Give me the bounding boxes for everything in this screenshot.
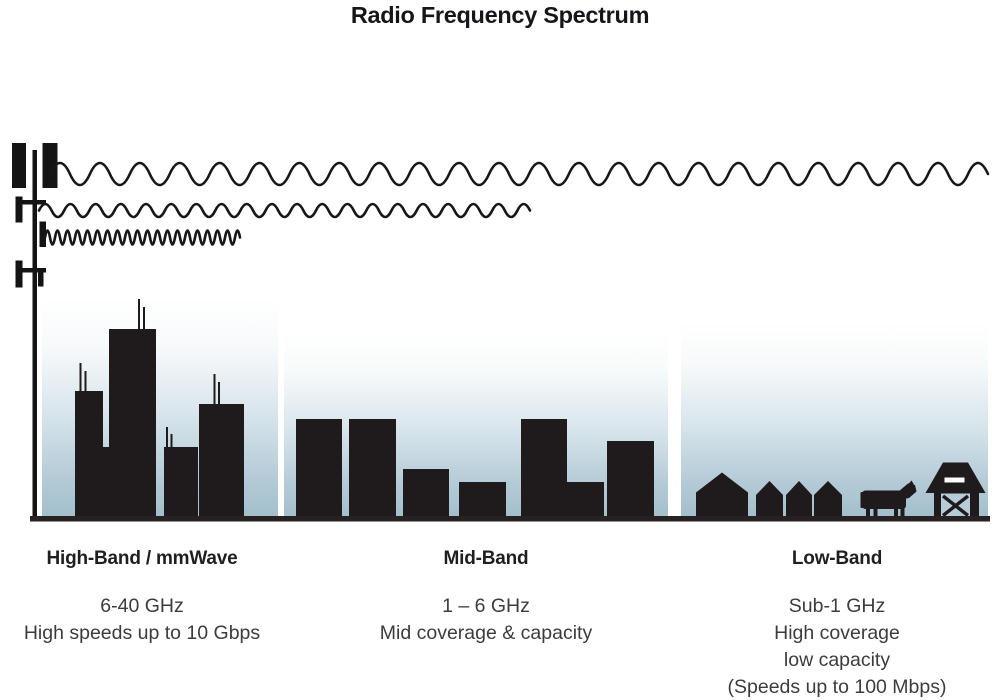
cell-tower-icon	[12, 143, 58, 517]
low-band-heading: Low-Band	[791, 548, 883, 569]
house-icon	[756, 481, 783, 517]
low-band-frequency-range: Sub-1 GHz	[788, 595, 886, 617]
high-band-frequency-range: 6-40 GHz	[100, 595, 184, 617]
tower-crossarm-upper	[19, 200, 46, 205]
mid-band-heading: Mid-Band	[443, 548, 529, 569]
mid-band-coverage-note: Mid coverage & capacity	[379, 622, 593, 644]
low-band-rural-icon	[696, 462, 986, 518]
high-band-city-icon	[75, 299, 244, 517]
high-band-heading: High-Band / mmWave	[46, 548, 238, 569]
mid-band-label: Mid-Band 1 – 6 GHz Mid coverage & capaci…	[361, 548, 611, 647]
rooftop-antennas	[79, 299, 220, 448]
skyscraper	[199, 404, 244, 517]
mid-band-buildings-icon	[296, 419, 654, 517]
skyscraper	[103, 447, 109, 517]
tower-side-antenna-lower	[15, 260, 23, 288]
high-band-label: High-Band / mmWave 6-40 GHz High speeds …	[17, 548, 267, 647]
barn-loft-window	[944, 477, 965, 483]
long-wavelength-wave-icon	[48, 161, 990, 187]
building	[403, 469, 449, 517]
barn-icon	[925, 462, 986, 518]
tower-stub-lower	[38, 272, 44, 287]
house-icon	[814, 481, 842, 517]
building	[607, 441, 654, 517]
building	[567, 482, 604, 517]
tower-mast	[32, 150, 37, 517]
short-wavelength-wave-icon	[43, 229, 242, 246]
house-icon	[696, 472, 748, 517]
cow-icon	[860, 480, 917, 517]
radio-waves	[37, 161, 990, 246]
tower-crossarm-lower	[19, 268, 46, 273]
building	[296, 419, 342, 517]
tower-stub-antenna	[39, 221, 46, 247]
tower-side-antenna-upper	[15, 196, 23, 223]
ground-line	[30, 516, 990, 522]
skyscraper	[109, 329, 156, 517]
low-band-capacity-note: low capacity	[783, 649, 891, 671]
building	[459, 482, 506, 517]
page-title: Radio Frequency Spectrum	[350, 2, 650, 28]
medium-wavelength-wave-icon	[37, 202, 532, 219]
mid-band-frequency-range: 1 – 6 GHz	[442, 595, 530, 617]
tower-antenna-panel-left	[12, 143, 26, 188]
skyscraper	[164, 447, 198, 517]
spectrum-illustration	[12, 143, 990, 522]
tower-antenna-panel-right	[42, 143, 58, 188]
house-icon	[786, 481, 812, 517]
mid-band-details: 1 – 6 GHz Mid coverage & capacity	[361, 593, 611, 647]
low-band-label: Low-Band Sub-1 GHz High coverage low cap…	[712, 548, 962, 700]
low-band-speed-note: (Speeds up to 100 Mbps)	[727, 676, 947, 698]
barn-door-crossbuck	[941, 494, 970, 517]
skyscraper	[75, 391, 103, 517]
low-band-coverage-note: High coverage	[774, 622, 900, 644]
building	[521, 419, 567, 517]
low-band-details: Sub-1 GHz High coverage low capacity (Sp…	[712, 593, 962, 700]
building	[349, 419, 396, 517]
high-band-speed-note: High speeds up to 10 Gbps	[23, 622, 261, 644]
high-band-details: 6-40 GHz High speeds up to 10 Gbps	[17, 593, 267, 647]
